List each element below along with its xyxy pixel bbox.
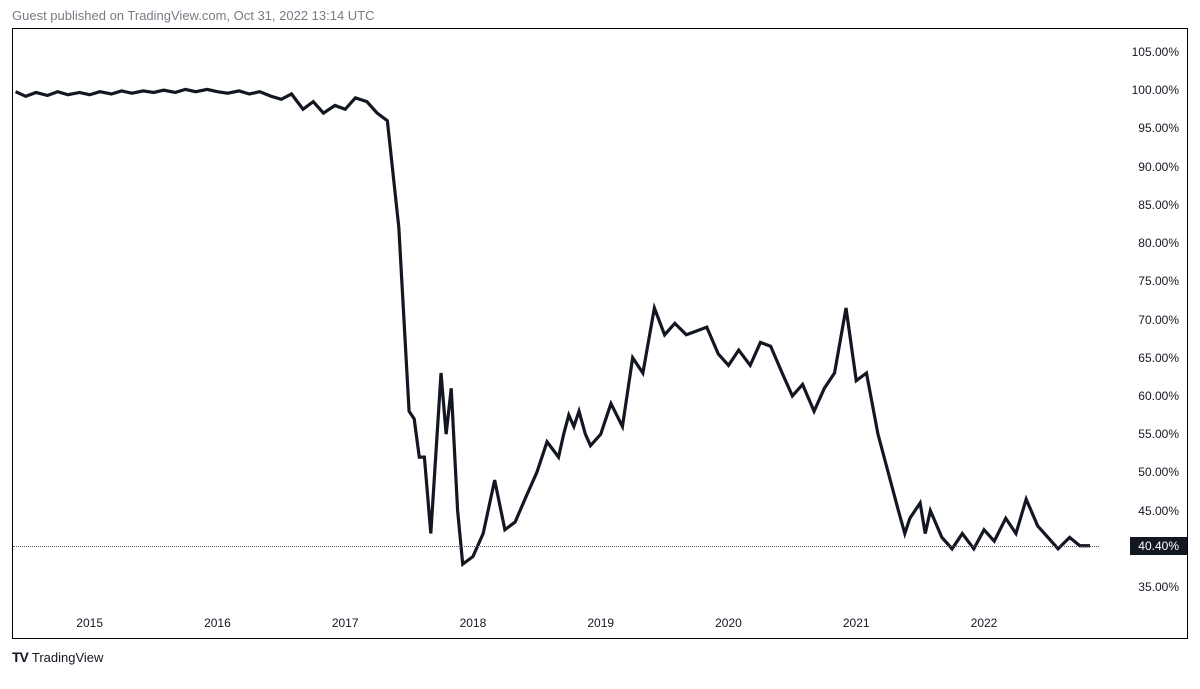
x-tick-label: 2020	[715, 616, 742, 630]
footer-branding[interactable]: TV TradingView	[12, 649, 103, 665]
y-tick-label: 35.00%	[1138, 580, 1179, 594]
y-tick-label: 65.00%	[1138, 351, 1179, 365]
y-tick-label: 85.00%	[1138, 198, 1179, 212]
y-tick-label: 50.00%	[1138, 465, 1179, 479]
y-tick-label: 80.00%	[1138, 236, 1179, 250]
x-tick-label: 2021	[843, 616, 870, 630]
y-tick-label: 105.00%	[1132, 45, 1179, 59]
y-tick-label: 70.00%	[1138, 313, 1179, 327]
x-tick-label: 2022	[971, 616, 998, 630]
x-tick-label: 2017	[332, 616, 359, 630]
y-tick-label: 55.00%	[1138, 427, 1179, 441]
header-publish-info: Guest published on TradingView.com, Oct …	[12, 8, 375, 23]
y-tick-label: 60.00%	[1138, 389, 1179, 403]
current-value-line	[13, 546, 1099, 547]
x-tick-label: 2018	[460, 616, 487, 630]
chart-area: 35.00%40.00%45.00%50.00%55.00%60.00%65.0…	[12, 28, 1188, 639]
plot-area[interactable]	[13, 29, 1099, 610]
tradingview-brand-text: TradingView	[32, 650, 104, 665]
y-tick-label: 95.00%	[1138, 121, 1179, 135]
tradingview-logo-icon: TV	[12, 649, 28, 665]
y-tick-label: 45.00%	[1138, 504, 1179, 518]
y-tick-label: 90.00%	[1138, 160, 1179, 174]
x-tick-label: 2015	[76, 616, 103, 630]
line-series	[13, 29, 1099, 610]
current-value-badge: 40.40%	[1130, 537, 1187, 555]
x-tick-label: 2016	[204, 616, 231, 630]
y-tick-label: 100.00%	[1132, 83, 1179, 97]
x-axis: 2015 2016 2017 2018 2019 2020 2021 2022	[13, 610, 1099, 638]
y-axis: 35.00%40.00%45.00%50.00%55.00%60.00%65.0…	[1099, 29, 1187, 610]
y-tick-label: 75.00%	[1138, 274, 1179, 288]
x-tick-label: 2019	[587, 616, 614, 630]
